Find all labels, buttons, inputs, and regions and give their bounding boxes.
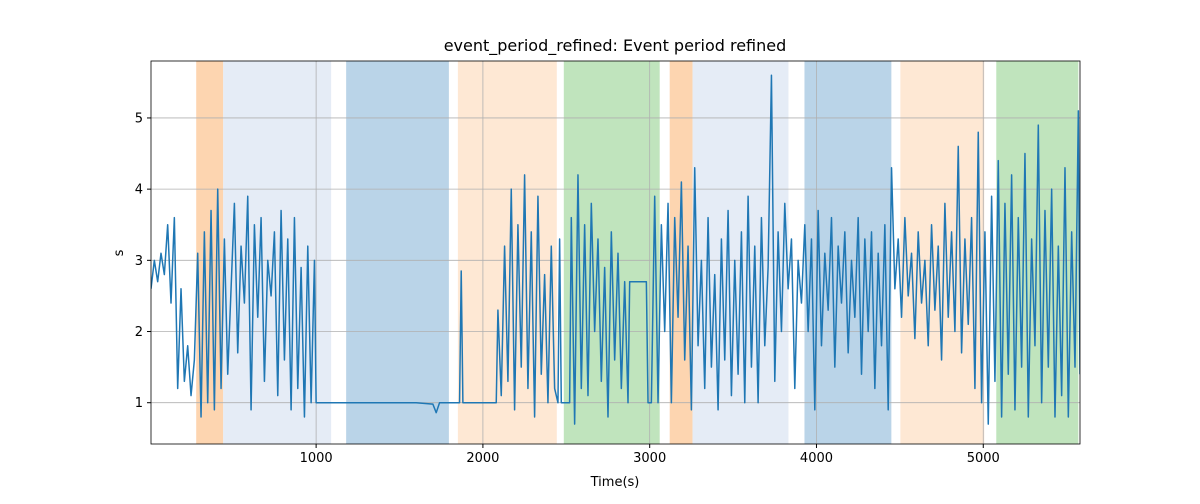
y-tick-label: 2 [135, 325, 143, 340]
x-tick-label: 5000 [967, 451, 1000, 466]
x-axis-label: Time(s) [590, 475, 640, 490]
data-line [151, 74, 1080, 425]
y-tick-label: 1 [135, 396, 143, 411]
shaded-span [346, 61, 449, 444]
lines [151, 74, 1080, 425]
ticks: 1000 2000 3000 4000 5000 1 2 3 4 5 [135, 111, 1000, 466]
y-axis-label: s [112, 249, 127, 256]
y-tick-label: 3 [135, 254, 143, 269]
x-tick-label: 3000 [633, 451, 666, 466]
y-tick-label: 5 [135, 111, 143, 126]
x-tick-label: 2000 [466, 451, 499, 466]
plot-frame [150, 60, 1081, 445]
x-tick-label: 1000 [300, 451, 333, 466]
shaded-span [669, 61, 693, 444]
y-tick-label: 4 [135, 183, 143, 198]
x-tick-label: 4000 [800, 451, 833, 466]
chart-title: event_period_refined: Event period refin… [444, 36, 787, 56]
shaded-span [457, 61, 557, 444]
